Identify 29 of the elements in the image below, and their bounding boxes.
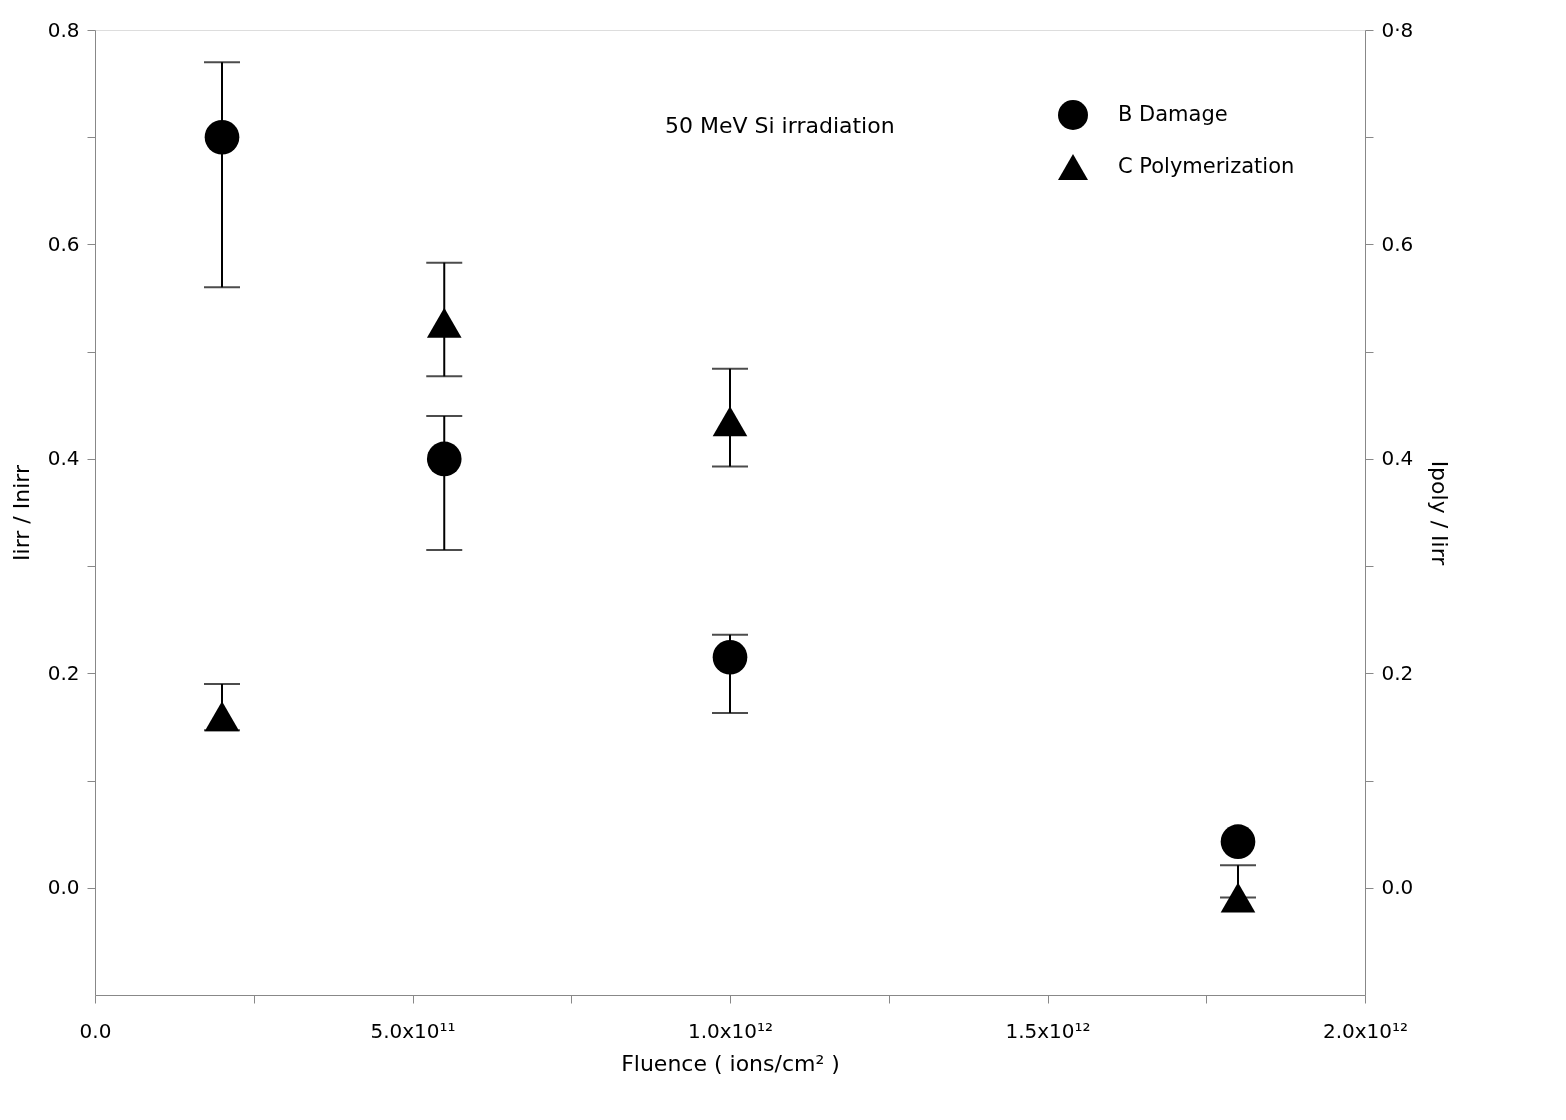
legend-label: C Polymerization bbox=[1118, 154, 1295, 178]
point bbox=[712, 406, 748, 437]
y-tick-label: 0.6 bbox=[47, 231, 80, 256]
y-tick-label: 0.0 bbox=[47, 875, 80, 900]
x-tick-label: 2.0x10¹² bbox=[1322, 1018, 1409, 1043]
point bbox=[204, 119, 240, 155]
legend-label: B Damage bbox=[1118, 102, 1228, 126]
point bbox=[426, 307, 462, 338]
x-tick-label: 5.0x10¹¹ bbox=[370, 1018, 456, 1043]
y2-axis-title: Ipoly / Iirr bbox=[1427, 460, 1453, 567]
y-tick-label: 0.8 bbox=[47, 17, 80, 42]
point bbox=[204, 701, 240, 732]
y2-tick-label: 0.2 bbox=[1381, 660, 1414, 685]
point bbox=[712, 639, 748, 675]
y2-tick-label: 0·8 bbox=[1381, 17, 1414, 42]
x-axis-title: Fluence ( ions/cm² ) bbox=[621, 1050, 840, 1076]
point bbox=[1220, 882, 1256, 913]
y-tick-label: 0.4 bbox=[47, 446, 80, 471]
point bbox=[1220, 824, 1256, 859]
x-tick-label: 1.5x10¹² bbox=[1005, 1018, 1091, 1043]
y2-tick-label: 0.6 bbox=[1381, 231, 1414, 256]
point bbox=[426, 441, 462, 477]
y-axis-title: Iirr / Inirr bbox=[8, 464, 34, 561]
y-tick-label: 0.2 bbox=[47, 660, 80, 685]
x-tick-label: 0.0 bbox=[79, 1018, 112, 1043]
annotation: 50 MeV Si irradiation bbox=[665, 113, 895, 138]
y2-tick-label: 0.4 bbox=[1381, 446, 1414, 471]
x-tick-label: 1.0x10¹² bbox=[687, 1018, 774, 1043]
y2-tick-label: 0.0 bbox=[1381, 875, 1414, 900]
